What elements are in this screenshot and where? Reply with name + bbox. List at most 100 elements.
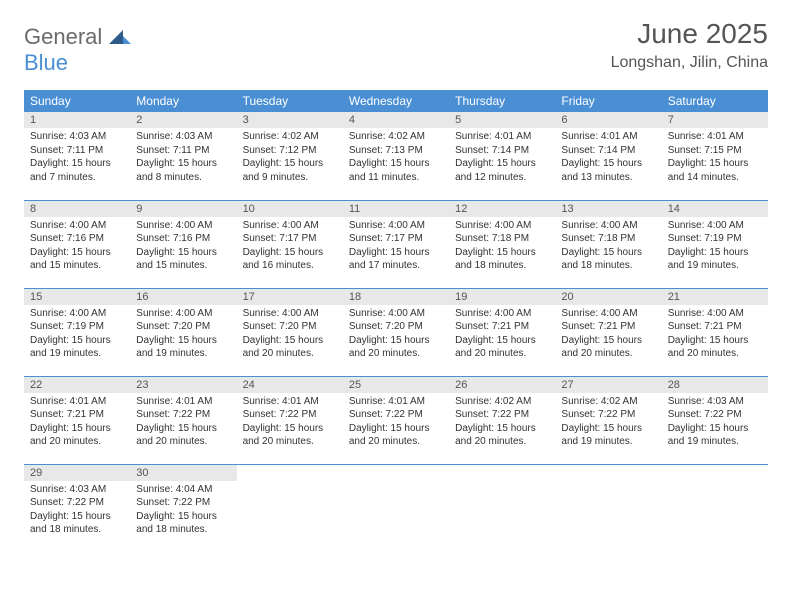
day-content: Sunrise: 4:01 AMSunset: 7:14 PMDaylight:… [449,128,555,188]
daylight-text: Daylight: 15 hours and 19 minutes. [668,422,762,449]
daylight-text: Daylight: 15 hours and 18 minutes. [136,510,230,537]
daylight-text: Daylight: 15 hours and 18 minutes. [561,246,655,273]
day-number: 1 [24,112,130,128]
sunrise-text: Sunrise: 4:00 AM [136,307,230,321]
sunset-text: Sunset: 7:21 PM [455,320,549,334]
weekday-header: Thursday [449,90,555,112]
sunrise-text: Sunrise: 4:03 AM [30,130,124,144]
day-content: Sunrise: 4:00 AMSunset: 7:16 PMDaylight:… [130,217,236,277]
day-content: Sunrise: 4:03 AMSunset: 7:11 PMDaylight:… [24,128,130,188]
day-number: 22 [24,377,130,393]
day-number: 26 [449,377,555,393]
daylight-text: Daylight: 15 hours and 19 minutes. [561,422,655,449]
sunset-text: Sunset: 7:22 PM [561,408,655,422]
sunset-text: Sunset: 7:14 PM [561,144,655,158]
day-number: 17 [237,289,343,305]
daylight-text: Daylight: 15 hours and 11 minutes. [349,157,443,184]
calendar-row: 8Sunrise: 4:00 AMSunset: 7:16 PMDaylight… [24,200,768,288]
day-content: Sunrise: 4:00 AMSunset: 7:20 PMDaylight:… [237,305,343,365]
calendar-row: 1Sunrise: 4:03 AMSunset: 7:11 PMDaylight… [24,112,768,200]
sunrise-text: Sunrise: 4:01 AM [30,395,124,409]
day-content: Sunrise: 4:00 AMSunset: 7:19 PMDaylight:… [662,217,768,277]
calendar-cell: 13Sunrise: 4:00 AMSunset: 7:18 PMDayligh… [555,200,661,288]
sunrise-text: Sunrise: 4:00 AM [668,219,762,233]
sunset-text: Sunset: 7:17 PM [349,232,443,246]
day-content: Sunrise: 4:01 AMSunset: 7:22 PMDaylight:… [343,393,449,453]
day-content: Sunrise: 4:00 AMSunset: 7:21 PMDaylight:… [555,305,661,365]
day-content: Sunrise: 4:00 AMSunset: 7:20 PMDaylight:… [343,305,449,365]
sunrise-text: Sunrise: 4:02 AM [243,130,337,144]
calendar-cell [449,464,555,552]
day-content: Sunrise: 4:01 AMSunset: 7:22 PMDaylight:… [130,393,236,453]
day-content: Sunrise: 4:04 AMSunset: 7:22 PMDaylight:… [130,481,236,541]
sunrise-text: Sunrise: 4:00 AM [30,219,124,233]
calendar-cell: 9Sunrise: 4:00 AMSunset: 7:16 PMDaylight… [130,200,236,288]
calendar-cell: 28Sunrise: 4:03 AMSunset: 7:22 PMDayligh… [662,376,768,464]
calendar-cell: 16Sunrise: 4:00 AMSunset: 7:20 PMDayligh… [130,288,236,376]
sunset-text: Sunset: 7:19 PM [668,232,762,246]
calendar-cell: 7Sunrise: 4:01 AMSunset: 7:15 PMDaylight… [662,112,768,200]
day-number: 12 [449,201,555,217]
day-number: 5 [449,112,555,128]
sunset-text: Sunset: 7:21 PM [561,320,655,334]
day-number: 23 [130,377,236,393]
sunrise-text: Sunrise: 4:00 AM [243,219,337,233]
calendar-cell: 30Sunrise: 4:04 AMSunset: 7:22 PMDayligh… [130,464,236,552]
sunset-text: Sunset: 7:12 PM [243,144,337,158]
day-content: Sunrise: 4:00 AMSunset: 7:19 PMDaylight:… [24,305,130,365]
sunset-text: Sunset: 7:16 PM [136,232,230,246]
day-content: Sunrise: 4:00 AMSunset: 7:17 PMDaylight:… [343,217,449,277]
sunrise-text: Sunrise: 4:01 AM [243,395,337,409]
sunset-text: Sunset: 7:20 PM [136,320,230,334]
day-number: 15 [24,289,130,305]
calendar-cell: 8Sunrise: 4:00 AMSunset: 7:16 PMDaylight… [24,200,130,288]
day-content: Sunrise: 4:03 AMSunset: 7:22 PMDaylight:… [24,481,130,541]
day-number: 19 [449,289,555,305]
weekday-header: Saturday [662,90,768,112]
day-number: 28 [662,377,768,393]
daylight-text: Daylight: 15 hours and 8 minutes. [136,157,230,184]
logo: General Blue [24,24,131,76]
calendar-cell: 19Sunrise: 4:00 AMSunset: 7:21 PMDayligh… [449,288,555,376]
day-number: 13 [555,201,661,217]
sunset-text: Sunset: 7:22 PM [30,496,124,510]
day-number: 30 [130,465,236,481]
sunrise-text: Sunrise: 4:03 AM [668,395,762,409]
calendar-cell: 15Sunrise: 4:00 AMSunset: 7:19 PMDayligh… [24,288,130,376]
sunrise-text: Sunrise: 4:01 AM [561,130,655,144]
calendar-cell: 22Sunrise: 4:01 AMSunset: 7:21 PMDayligh… [24,376,130,464]
calendar-cell: 27Sunrise: 4:02 AMSunset: 7:22 PMDayligh… [555,376,661,464]
calendar-cell: 1Sunrise: 4:03 AMSunset: 7:11 PMDaylight… [24,112,130,200]
daylight-text: Daylight: 15 hours and 20 minutes. [349,334,443,361]
calendar-cell: 23Sunrise: 4:01 AMSunset: 7:22 PMDayligh… [130,376,236,464]
calendar-cell: 6Sunrise: 4:01 AMSunset: 7:14 PMDaylight… [555,112,661,200]
daylight-text: Daylight: 15 hours and 19 minutes. [30,334,124,361]
weekday-header: Wednesday [343,90,449,112]
calendar-cell: 20Sunrise: 4:00 AMSunset: 7:21 PMDayligh… [555,288,661,376]
weekday-header: Monday [130,90,236,112]
sunset-text: Sunset: 7:13 PM [349,144,443,158]
daylight-text: Daylight: 15 hours and 20 minutes. [136,422,230,449]
sunset-text: Sunset: 7:18 PM [561,232,655,246]
logo-text-blue: Blue [24,50,68,75]
calendar-cell: 3Sunrise: 4:02 AMSunset: 7:12 PMDaylight… [237,112,343,200]
day-content: Sunrise: 4:02 AMSunset: 7:12 PMDaylight:… [237,128,343,188]
sunrise-text: Sunrise: 4:00 AM [561,219,655,233]
day-number: 29 [24,465,130,481]
daylight-text: Daylight: 15 hours and 16 minutes. [243,246,337,273]
day-number: 8 [24,201,130,217]
calendar-cell: 5Sunrise: 4:01 AMSunset: 7:14 PMDaylight… [449,112,555,200]
day-content: Sunrise: 4:00 AMSunset: 7:18 PMDaylight:… [449,217,555,277]
daylight-text: Daylight: 15 hours and 7 minutes. [30,157,124,184]
calendar-cell: 25Sunrise: 4:01 AMSunset: 7:22 PMDayligh… [343,376,449,464]
daylight-text: Daylight: 15 hours and 15 minutes. [30,246,124,273]
day-content: Sunrise: 4:01 AMSunset: 7:21 PMDaylight:… [24,393,130,453]
logo-sail-icon [109,28,131,44]
sunrise-text: Sunrise: 4:00 AM [561,307,655,321]
daylight-text: Daylight: 15 hours and 20 minutes. [561,334,655,361]
sunset-text: Sunset: 7:15 PM [668,144,762,158]
calendar-row: 29Sunrise: 4:03 AMSunset: 7:22 PMDayligh… [24,464,768,552]
day-content: Sunrise: 4:00 AMSunset: 7:18 PMDaylight:… [555,217,661,277]
calendar-table: Sunday Monday Tuesday Wednesday Thursday… [24,90,768,552]
day-number: 21 [662,289,768,305]
